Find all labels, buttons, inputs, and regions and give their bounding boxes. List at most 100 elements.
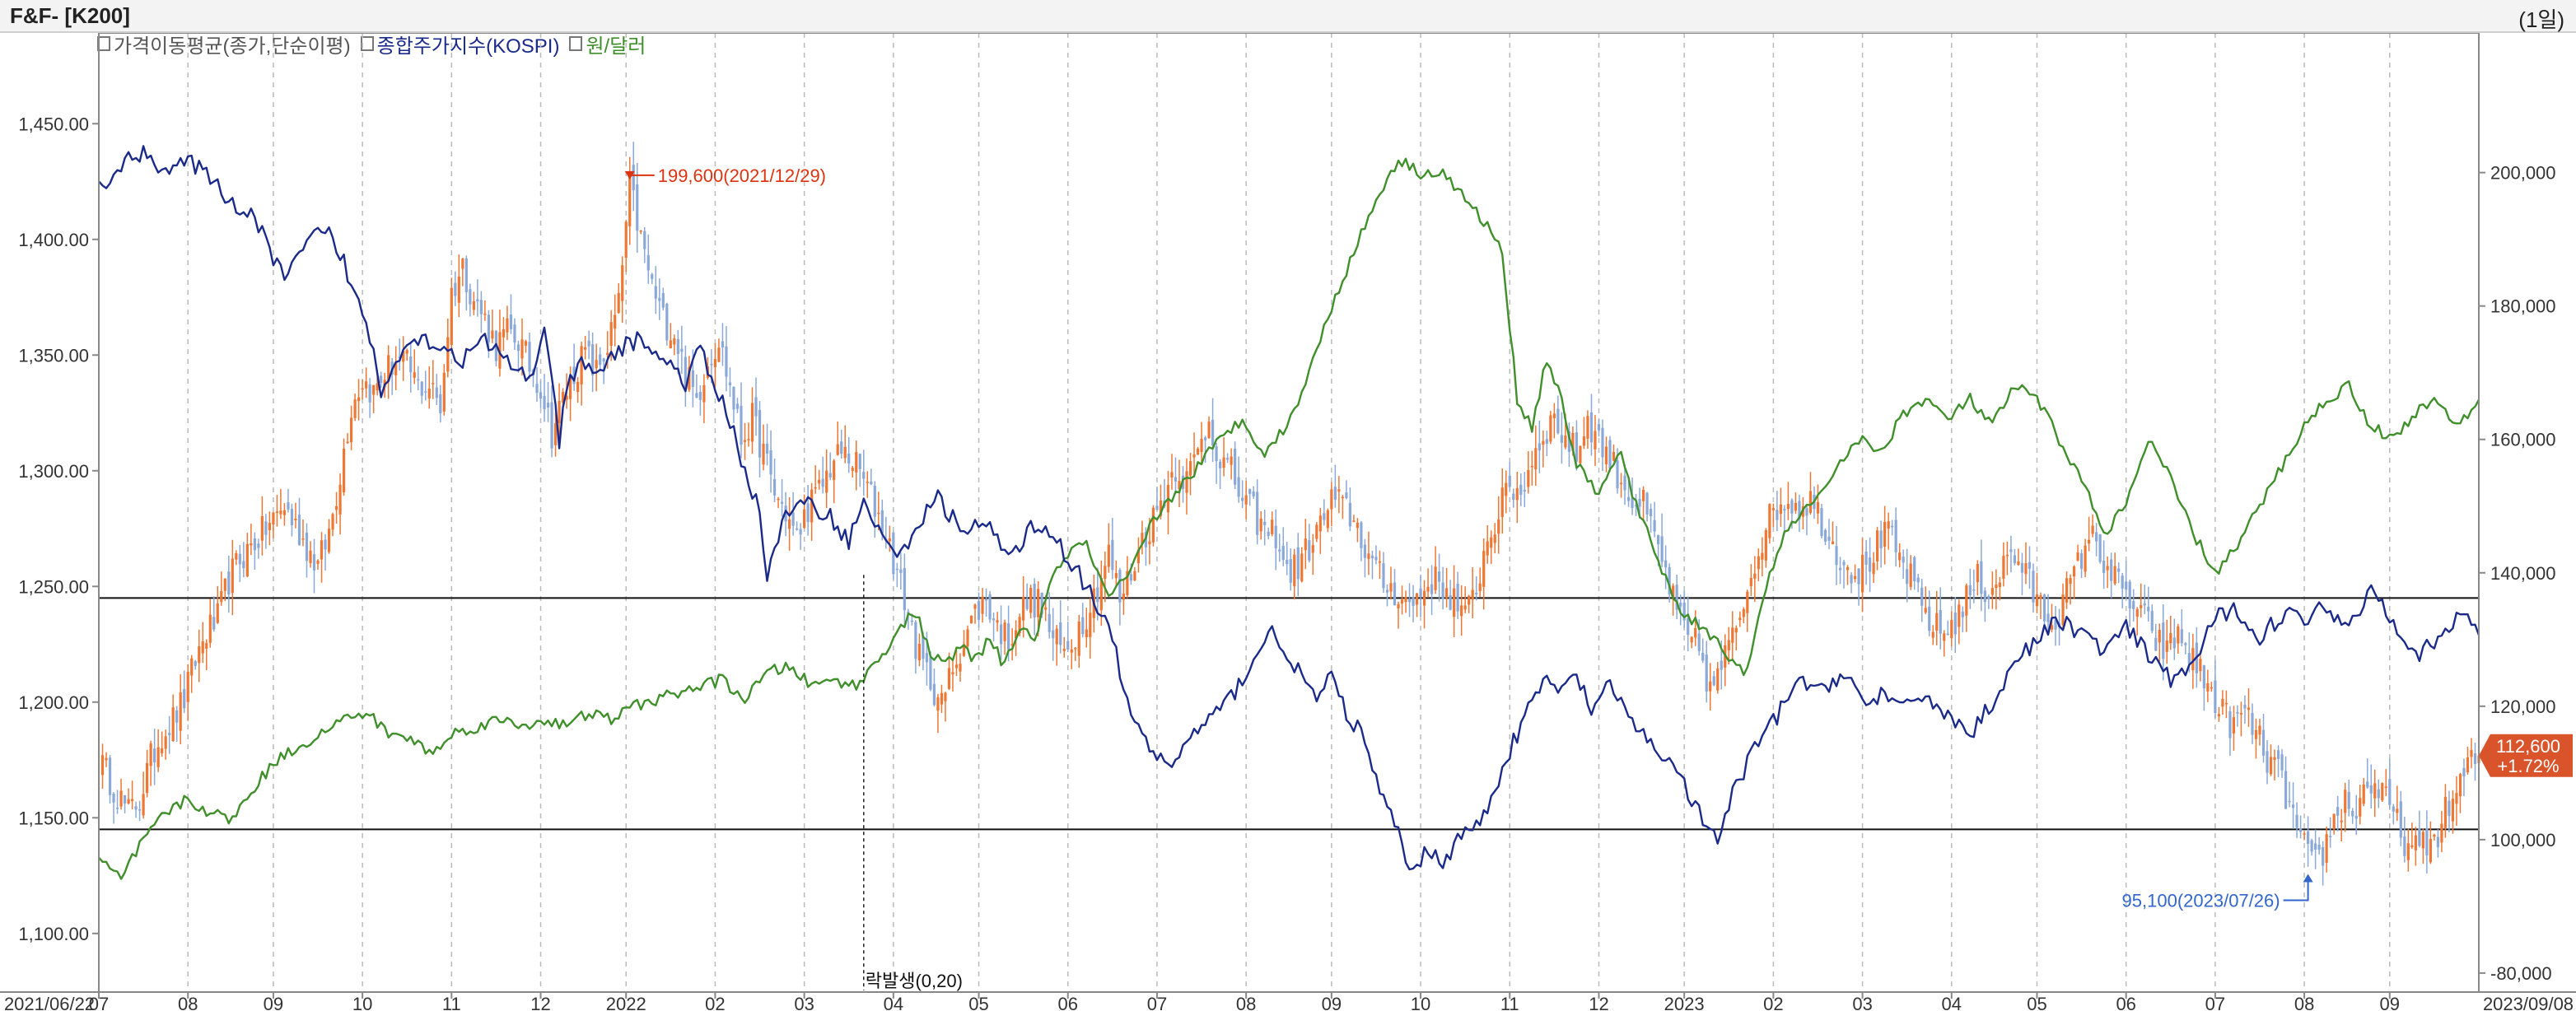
candle-body [179, 692, 182, 731]
candle-body [1597, 424, 1601, 431]
candle-body [2288, 800, 2291, 803]
candle-body [1820, 508, 1823, 537]
candle-body [2191, 648, 2195, 671]
candle-body [735, 403, 740, 409]
candle-body [1188, 461, 1192, 476]
candle-body [1066, 641, 1070, 650]
candle-body [287, 502, 290, 510]
candle-body [1348, 502, 1351, 527]
candle-body [1552, 413, 1556, 418]
candle-body [2232, 717, 2236, 734]
candle-body [1868, 557, 1872, 572]
y-left-tick-label: 1,150.00 [18, 808, 89, 828]
period-label[interactable]: (1일) [2518, 7, 2564, 32]
candle-body [491, 330, 494, 339]
candle-body [264, 521, 268, 535]
candle-body [1244, 495, 1248, 505]
candle-body [153, 748, 156, 763]
candle-body [1727, 640, 1730, 650]
candle-body [1976, 563, 1979, 583]
candle-body [420, 381, 423, 396]
candle-body [1660, 536, 1664, 562]
candle-body [376, 383, 379, 391]
candle-body [294, 518, 297, 521]
x-tick-label: 12 [1589, 994, 1608, 1011]
candle-body [1983, 590, 1986, 602]
candle-body [2399, 801, 2402, 838]
candle-body [2024, 562, 2028, 575]
candle-body [2247, 707, 2251, 710]
candle-body [446, 337, 450, 372]
candle-body [2381, 783, 2384, 801]
candle-body [516, 344, 520, 352]
candle-body [1453, 588, 1456, 617]
candle-body [380, 375, 383, 383]
candle-body [1626, 496, 1631, 501]
candle-body [1248, 488, 1252, 494]
ex-rights-label: 락발생(0,20) [866, 971, 963, 991]
candle-body [840, 441, 843, 454]
x-tick-label: 07 [1147, 994, 1167, 1011]
candle-body [2473, 752, 2477, 764]
low-marker-arrow [2303, 874, 2313, 883]
candle-body [1939, 609, 1942, 634]
x-tick-label: 04 [884, 994, 903, 1011]
candle-body [2162, 622, 2165, 659]
legend-item-usd-krw[interactable]: 원/달러 [569, 30, 646, 58]
candle-body [1645, 492, 1649, 515]
candle-body [1761, 552, 1764, 560]
candle-body [1534, 448, 1538, 470]
candle-body [2117, 568, 2121, 572]
candle-body [1601, 427, 1604, 458]
candle-body [123, 794, 127, 804]
candle-body [732, 387, 735, 410]
x-tick-label: 09 [264, 994, 283, 1011]
candle-body [1207, 422, 1211, 439]
legend-item-moving-average[interactable]: 가격이동평균(종가,단순이평) [97, 30, 351, 58]
candle-body [1052, 630, 1055, 639]
candle-body [238, 553, 241, 565]
candle-body [357, 397, 361, 402]
legend-checkbox[interactable] [569, 36, 583, 51]
candle-body [1096, 587, 1099, 603]
legend-label: 가격이동평균(종가,단순이평) [114, 35, 351, 58]
y-left-tick-label: 1,250.00 [18, 576, 89, 597]
candle-body [984, 599, 988, 601]
candle-body [1129, 574, 1132, 581]
candle-body [1823, 529, 1827, 542]
candle-body [305, 532, 309, 561]
candle-body [130, 799, 134, 802]
candle-body [342, 449, 346, 492]
x-tick-label: 09 [2380, 994, 2400, 1011]
candle-body [2392, 806, 2395, 812]
candle-body [212, 617, 216, 630]
candle-body [1987, 596, 1990, 599]
candle-body [2373, 783, 2377, 799]
legend-item-kospi[interactable]: 종합주가지수(KOSPI) [360, 30, 559, 58]
candle-body [1701, 652, 1705, 661]
candle-body [2076, 552, 2079, 561]
candle-body [1805, 508, 1808, 516]
x-tick-label: 11 [442, 994, 461, 1011]
candle-body [758, 410, 762, 458]
candle-body [2369, 785, 2373, 794]
candle-body [2384, 786, 2387, 788]
candle-body [1542, 440, 1545, 445]
candle-body [1980, 561, 1983, 594]
candle-body [208, 614, 212, 643]
candle-body [2121, 575, 2124, 589]
candle-body [115, 808, 119, 809]
candle-body [799, 529, 802, 535]
candle-body [146, 762, 149, 794]
candle-body [2002, 556, 2005, 579]
candle-body [1352, 520, 1356, 522]
last-price-badge [2479, 734, 2573, 777]
legend-checkbox[interactable] [360, 36, 374, 51]
candle-body [1764, 529, 1767, 561]
candle-body [108, 757, 112, 795]
candle-body [297, 515, 301, 546]
candle-body [1850, 575, 1853, 584]
candle-body [791, 512, 795, 526]
candle-body [654, 286, 657, 299]
